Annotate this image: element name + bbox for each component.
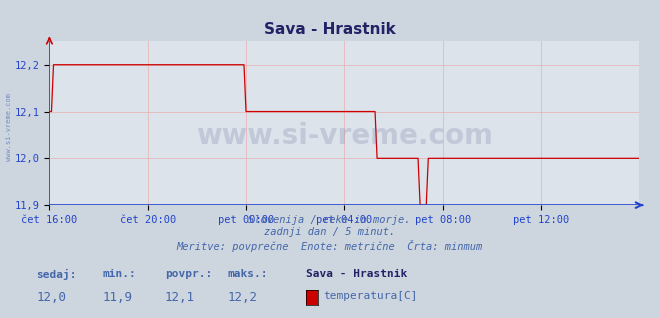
Text: 12,2: 12,2 xyxy=(227,291,258,304)
Text: Sava - Hrastnik: Sava - Hrastnik xyxy=(264,22,395,37)
Text: sedaj:: sedaj: xyxy=(36,269,76,280)
Text: Meritve: povprečne  Enote: metrične  Črta: minmum: Meritve: povprečne Enote: metrične Črta:… xyxy=(177,240,482,252)
Text: Slovenija / reke in morje.: Slovenija / reke in morje. xyxy=(248,215,411,225)
Text: povpr.:: povpr.: xyxy=(165,269,212,279)
Text: 11,9: 11,9 xyxy=(102,291,132,304)
Text: maks.:: maks.: xyxy=(227,269,268,279)
Text: www.si-vreme.com: www.si-vreme.com xyxy=(196,122,493,150)
Text: www.si-vreme.com: www.si-vreme.com xyxy=(5,93,12,161)
Text: 12,1: 12,1 xyxy=(165,291,195,304)
Text: zadnji dan / 5 minut.: zadnji dan / 5 minut. xyxy=(264,227,395,237)
Text: temperatura[C]: temperatura[C] xyxy=(323,291,417,301)
Text: Sava - Hrastnik: Sava - Hrastnik xyxy=(306,269,408,279)
Text: min.:: min.: xyxy=(102,269,136,279)
Text: 12,0: 12,0 xyxy=(36,291,67,304)
